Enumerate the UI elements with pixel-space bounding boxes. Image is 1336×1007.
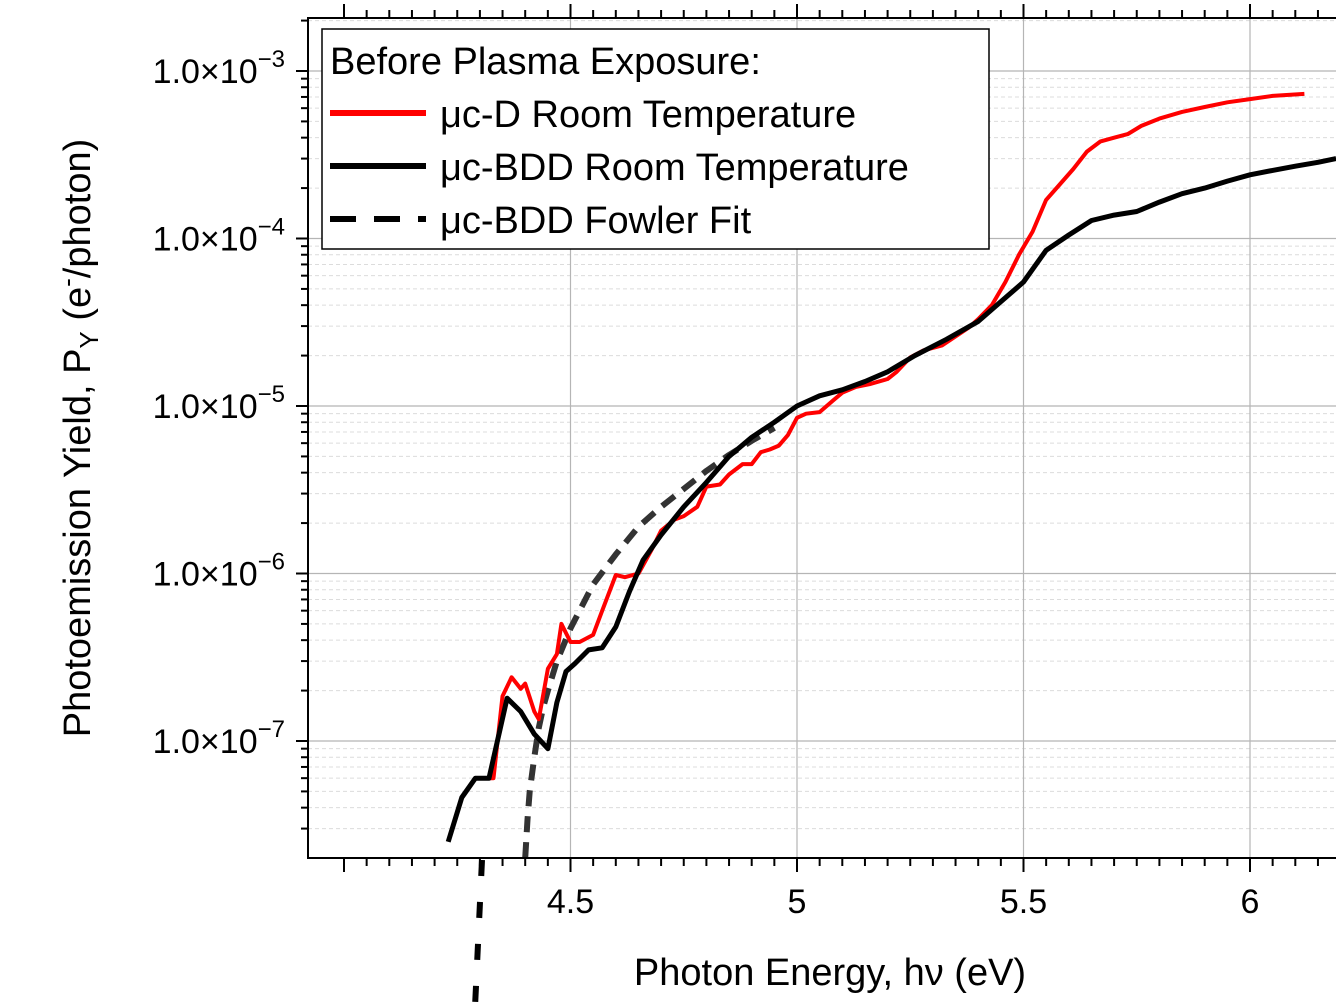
- y-axis-title-mid: (e: [57, 287, 99, 331]
- x-axis-title: Photon Energy, hν (eV): [634, 952, 1026, 994]
- y-axis-title-superscript: -: [52, 278, 82, 287]
- x-tick-label: 5: [788, 883, 807, 921]
- legend: Before Plasma Exposure: μc-D Room Temper…: [321, 28, 990, 250]
- series-line-c-bdd-fowler-fit: [522, 425, 776, 858]
- y-tick-label: 1.0×10−4: [153, 214, 285, 259]
- legend-label-mucd-room-temperature: μc-D Room Temperature: [440, 94, 856, 136]
- y-axis-ticks: [296, 19, 308, 830]
- y-tick-label: 1.0×10−5: [153, 381, 285, 426]
- fowler-fit-threshold-line: [472, 859, 485, 1007]
- legend-label-mucbdd-room-temperature: μc-BDD Room Temperature: [440, 147, 909, 189]
- series-line-c-bdd-room-temperature: [445, 156, 1336, 843]
- y-axis-title-prefix: Photoemission Yield, P: [57, 349, 99, 738]
- legend-title: Before Plasma Exposure:: [330, 41, 761, 83]
- series-line-c-d-room-temperature: [479, 91, 1305, 781]
- x-tick-label: 6: [1241, 883, 1260, 921]
- plot-frame: [307, 17, 1336, 859]
- y-axis-title-suffix: /photon): [57, 139, 99, 278]
- y-axis-title-subscript: Y: [74, 331, 104, 348]
- grid: [308, 18, 1336, 858]
- x-axis-tick-labels: 4.5 5 5.5 6: [547, 883, 1260, 921]
- legend-box: [321, 28, 990, 250]
- x-tick-label: 5.5: [1000, 883, 1047, 921]
- y-tick-label: 1.0×10−6: [153, 549, 285, 594]
- legend-label-mucbdd-fowler-fit: μc-BDD Fowler Fit: [440, 200, 752, 242]
- y-axis-tick-labels: 1.0×10−3 1.0×10−4 1.0×10−5 1.0×10−6 1.0×10−7: [153, 46, 285, 761]
- fowler-fit-extension: [472, 859, 485, 1007]
- y-tick-label: 1.0×10−7: [153, 716, 285, 761]
- series-layer: [445, 91, 1336, 858]
- y-axis-title: Photoemission Yield, PY (e-/photon): [52, 139, 104, 738]
- y-tick-label: 1.0×10−3: [153, 46, 285, 91]
- x-axis-ticks: [343, 4, 1319, 872]
- x-tick-label: 4.5: [547, 883, 594, 921]
